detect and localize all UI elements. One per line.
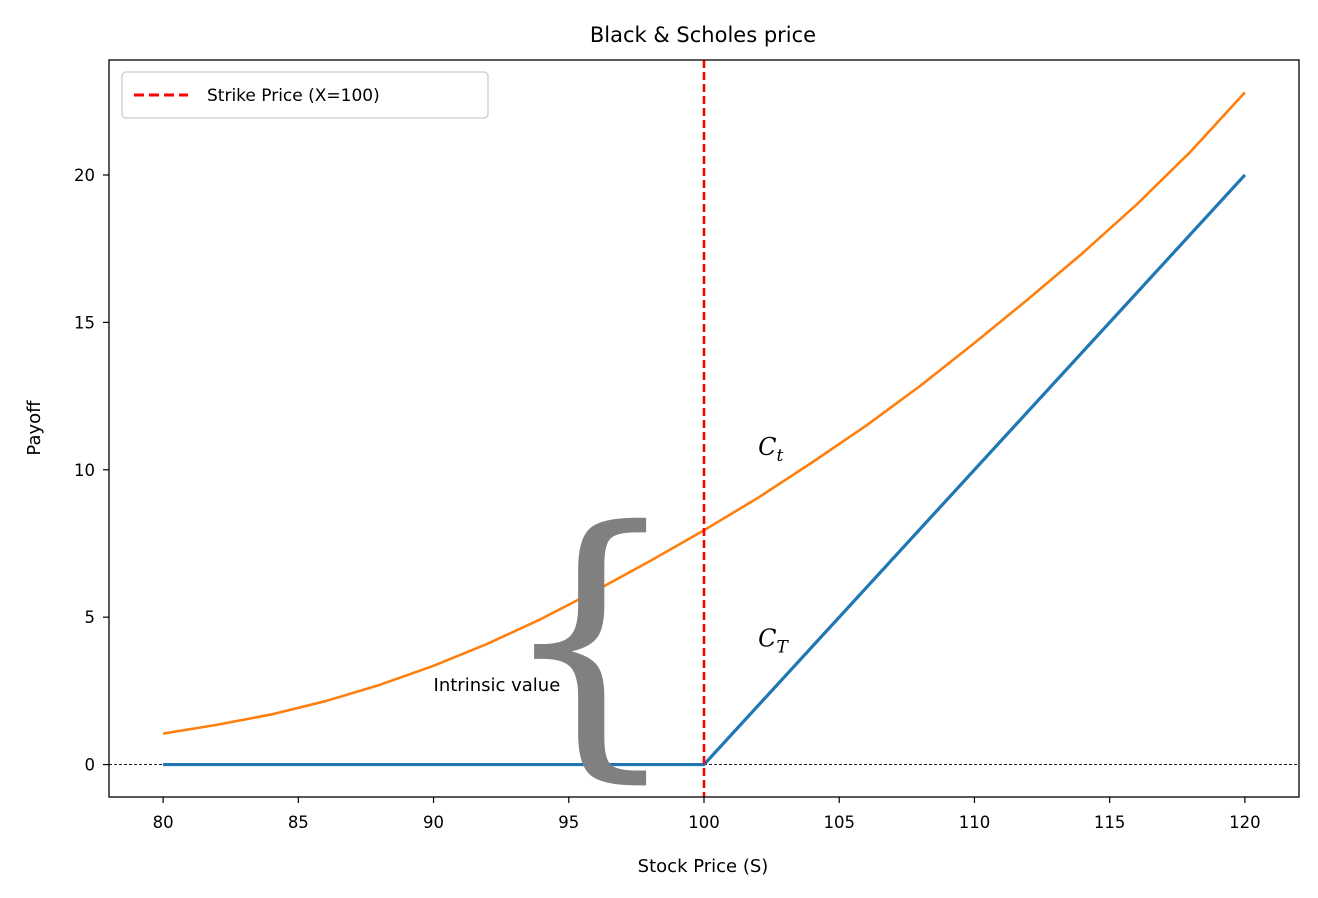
x-tick-label: 95: [558, 813, 579, 832]
y-tick-label: 15: [74, 313, 95, 332]
legend: Strike Price (X=100): [121, 71, 489, 119]
x-tick-label: 110: [959, 813, 991, 832]
cT-curve-label: CT: [758, 625, 789, 658]
x-tick-label: 85: [288, 813, 309, 832]
y-tick-label: 0: [85, 756, 96, 775]
x-tick-label: 90: [423, 813, 444, 832]
x-tick-label: 100: [688, 813, 720, 832]
x-axis-title: Stock Price (S): [638, 856, 769, 877]
legend-strike-label: Strike Price (X=100): [207, 86, 380, 106]
y-tick-label: 20: [74, 166, 95, 185]
x-tick-label: 115: [1094, 813, 1126, 832]
x-tick-label: 120: [1229, 813, 1261, 832]
intrinsic-value-label: Intrinsic value: [434, 675, 561, 696]
y-tick-label: 5: [85, 608, 96, 627]
intrinsic-value-brace: {: [498, 470, 683, 807]
x-tick-label: 105: [823, 813, 855, 832]
chart-title: Black & Scholes price: [590, 23, 816, 47]
plot-area: {Intrinsic value Ct CT: [109, 60, 1299, 807]
y-axis-title: Payoff: [24, 400, 45, 456]
y-tick-label: 10: [74, 461, 95, 480]
axis-ticks: 80 85 90 95 100 105 110 115 120 0 5 10 15 20: [74, 166, 1261, 832]
x-tick-label: 80: [153, 813, 174, 832]
call-payoff-at-expiry-line: [163, 173, 1247, 767]
ct-curve-label: Ct: [758, 433, 783, 466]
legend-box: [121, 71, 489, 119]
